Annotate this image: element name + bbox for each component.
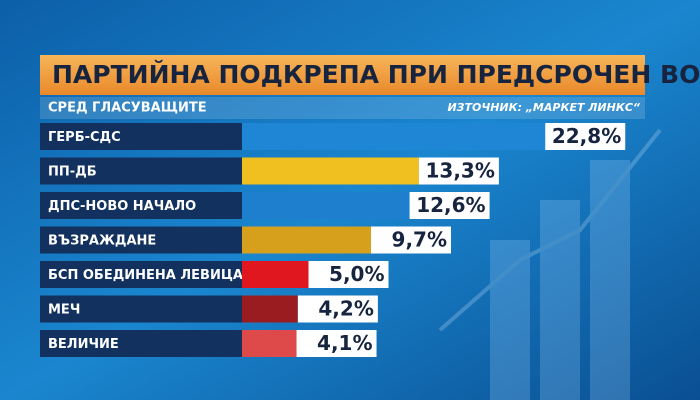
value-label: 22,8%	[552, 124, 621, 148]
bar	[242, 295, 298, 323]
chart-title: ПАРТИЙНА ПОДКРЕПА ПРИ ПРЕДСРОЧЕН ВОТ	[52, 60, 700, 89]
category-box	[40, 226, 242, 254]
category-box	[40, 192, 242, 219]
category-box	[40, 330, 242, 357]
value-box	[371, 226, 452, 254]
subtitle: СРЕД ГЛАСУВАЩИТЕ	[48, 101, 207, 116]
category-label: ГЕРБ-СДС	[48, 130, 121, 145]
category-box	[40, 295, 242, 323]
bar	[242, 192, 410, 219]
category-label: БСП ОБЕДИНЕНА ЛЕВИЦА	[48, 268, 243, 283]
title-bar	[40, 55, 645, 95]
value-label: 12,6%	[416, 193, 485, 217]
value-box	[297, 295, 378, 323]
category-label: ДПС-НОВО НАЧАЛО	[48, 199, 196, 214]
value-label: 5,0%	[329, 262, 384, 286]
category-label: МЕЧ	[48, 303, 80, 318]
bar	[242, 226, 372, 254]
value-box	[418, 157, 499, 185]
value-box	[296, 330, 377, 357]
value-box	[545, 123, 626, 150]
value-label: 4,1%	[317, 331, 372, 355]
category-box	[40, 261, 242, 288]
category-label: ВЕЛИЧИЕ	[48, 337, 119, 352]
category-box	[40, 157, 242, 185]
category-box	[40, 123, 242, 150]
category-label: ПП-ДБ	[48, 165, 97, 180]
decoration	[438, 128, 662, 400]
value-label: 13,3%	[425, 159, 494, 183]
value-box	[308, 261, 389, 288]
category-label: ВЪЗРАЖДАНЕ	[48, 234, 156, 249]
source: ИЗТОЧНИК: „МАРКЕТ ЛИНКС“	[447, 101, 640, 114]
bar	[242, 261, 309, 288]
subtitle-bar	[40, 97, 645, 119]
bar	[242, 330, 297, 357]
value-label: 4,2%	[318, 297, 373, 321]
value-label: 9,7%	[392, 228, 447, 252]
bar	[242, 123, 546, 150]
value-box	[409, 192, 490, 219]
bar	[242, 157, 419, 185]
